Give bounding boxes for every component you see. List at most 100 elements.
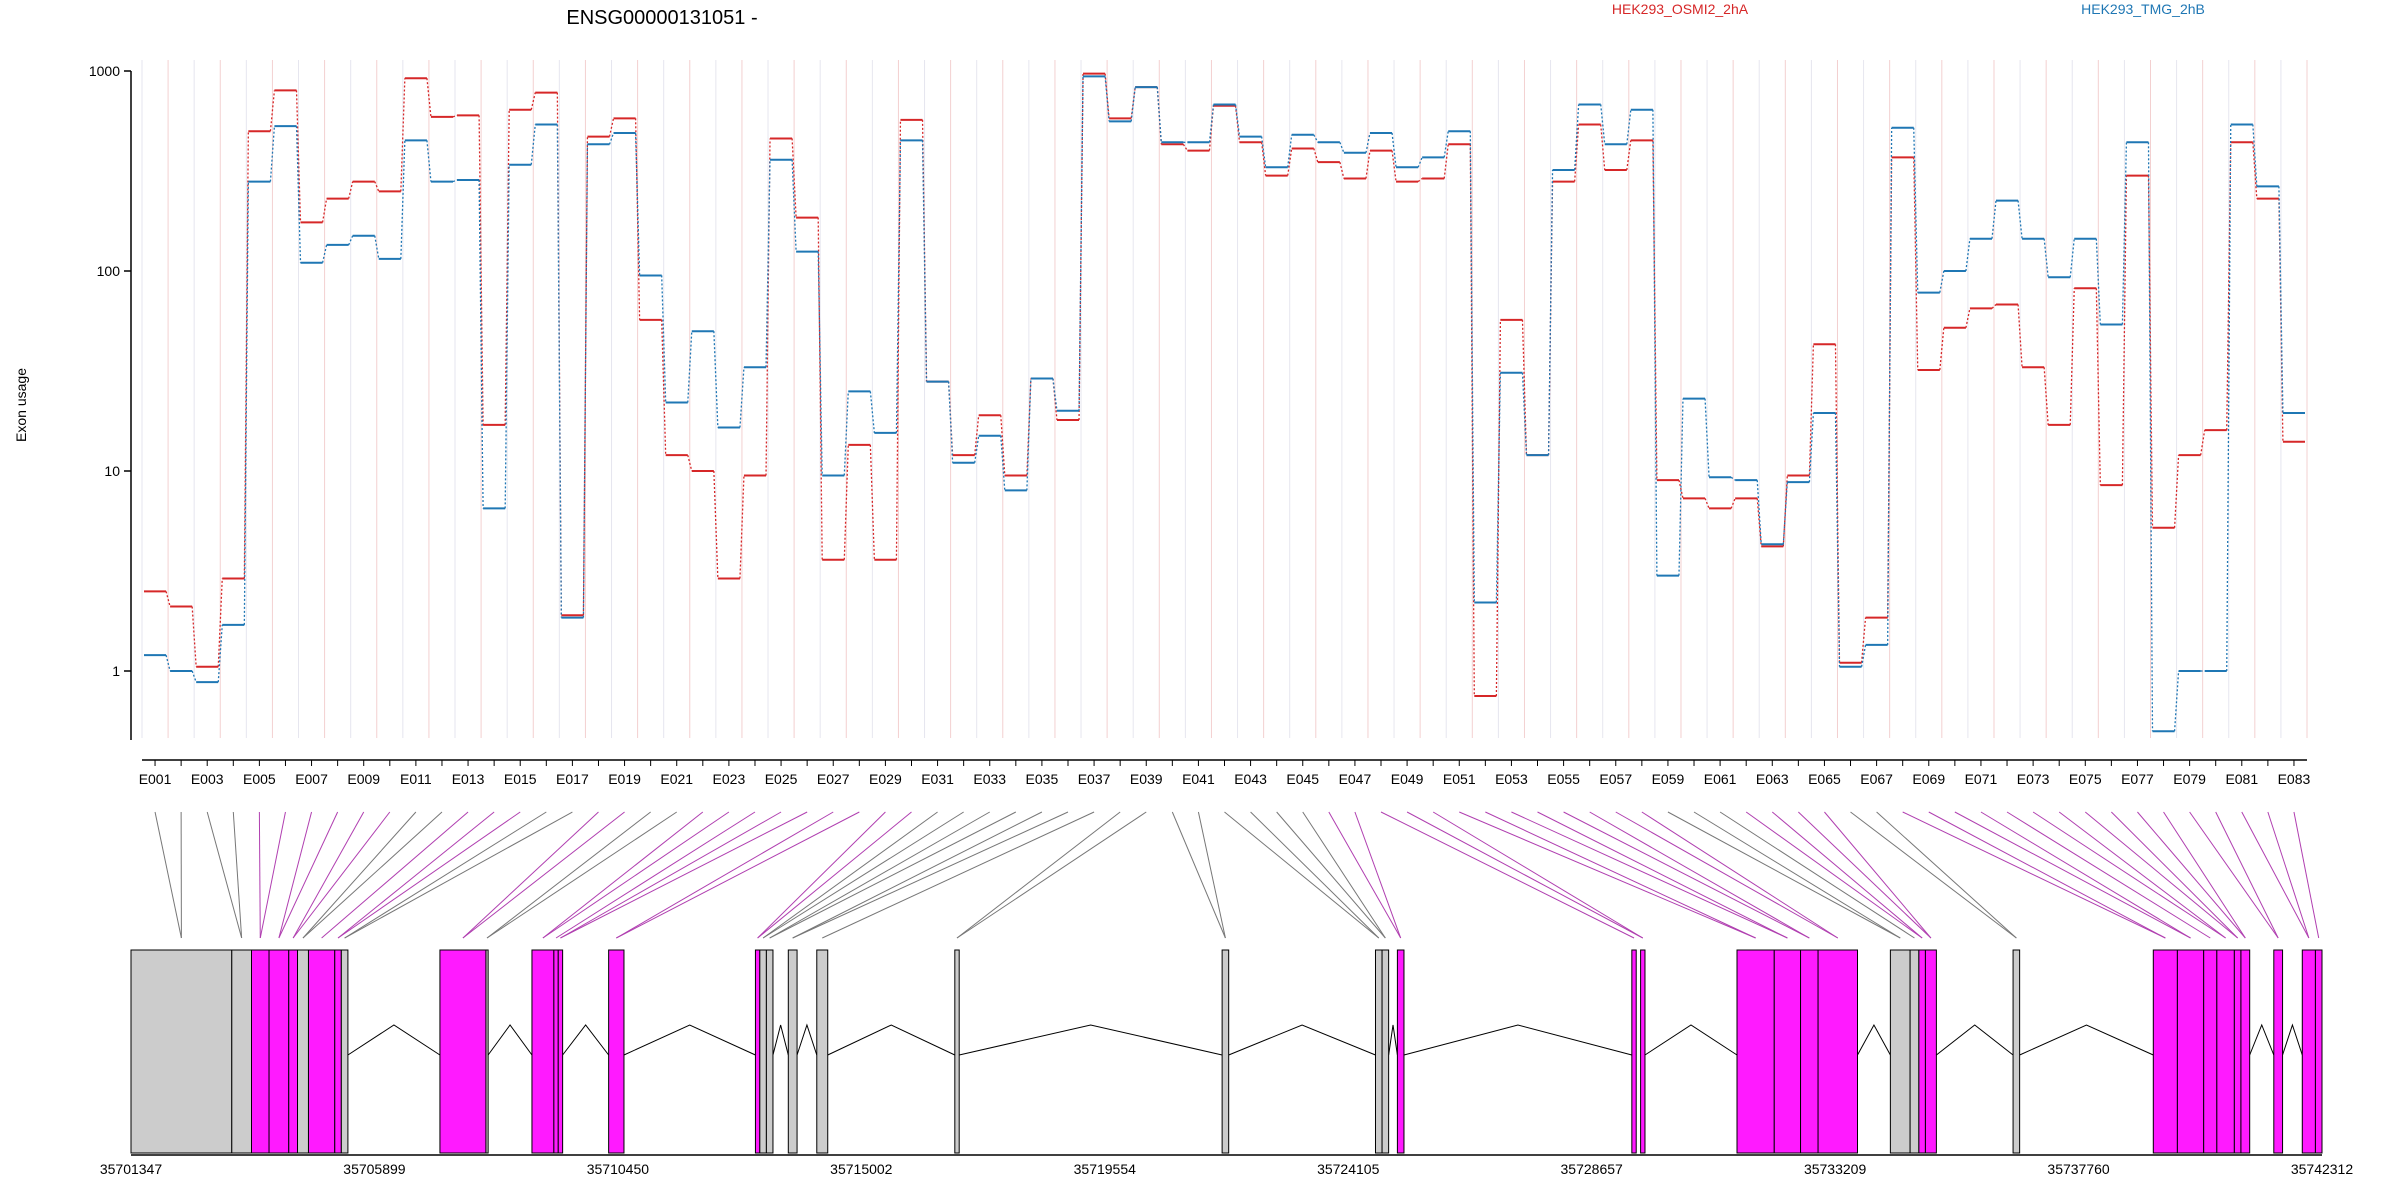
exon-block (2216, 949, 2235, 1154)
series-connector (165, 591, 171, 607)
connector (1276, 811, 1386, 939)
exon-block (1800, 949, 1819, 1154)
series-connector (295, 126, 302, 263)
series-connector (1652, 109, 1658, 576)
y-tick-label: 10 (104, 463, 120, 479)
connector (1197, 811, 1226, 939)
series-connector (608, 118, 615, 137)
exon-block (288, 949, 299, 1154)
series-connector (661, 319, 667, 456)
x-tick-label: E079 (2173, 771, 2206, 787)
series-connector (2252, 142, 2258, 199)
connector (792, 811, 1069, 939)
series-connector (530, 92, 536, 110)
series-connector (1365, 132, 1371, 153)
series-connector (1260, 136, 1267, 168)
series-connector (1600, 104, 1606, 145)
series-1 (144, 72, 2305, 697)
intron (1403, 1024, 1632, 1056)
connector (2267, 811, 2310, 939)
x-tick-label: E013 (452, 771, 485, 787)
series-connector (869, 444, 876, 560)
series-connector (2226, 124, 2232, 672)
series-connector (687, 455, 693, 472)
genomic-tick-label: 35728657 (1561, 1161, 1624, 1177)
chart-title: ENSG00000131051 - (566, 7, 757, 29)
x-tick-label: E035 (1026, 771, 1059, 787)
exon-block (2240, 949, 2251, 1154)
x-tick-label: E025 (765, 771, 798, 787)
connector (1745, 811, 1923, 939)
series-connector (1704, 398, 1710, 478)
exon-block (1773, 949, 1802, 1154)
series-connector (1391, 150, 1397, 182)
x-tick-label: E009 (347, 771, 380, 787)
series-2 (144, 75, 2305, 733)
connector (337, 811, 495, 939)
connector (1537, 811, 1788, 939)
series-connector (1391, 132, 1397, 168)
exon-gridlines (141, 60, 2308, 738)
series-connector (1756, 498, 1762, 547)
series-connector (974, 435, 980, 463)
y-tick-label: 100 (97, 263, 121, 279)
exon-block (765, 949, 774, 1154)
connector (616, 811, 834, 939)
connector (757, 811, 912, 939)
x-tick-label: E011 (400, 771, 432, 787)
x-tick-label: E017 (556, 771, 589, 787)
connector (344, 811, 573, 939)
connector (486, 811, 651, 939)
exon-block (1889, 949, 1911, 1154)
connector (1980, 811, 2191, 939)
exon-block (307, 949, 336, 1154)
connector (292, 811, 365, 939)
series-connector (1521, 319, 1528, 456)
genomic-tick-label: 35719554 (1074, 1161, 1137, 1177)
x-tick-label: E071 (1965, 771, 1998, 787)
series-connector (400, 78, 406, 192)
series-connector (1808, 412, 1815, 483)
connector (1850, 811, 2017, 939)
connector (154, 811, 182, 939)
x-tick-label: E021 (660, 771, 693, 787)
x-tick-label: E081 (2225, 771, 2258, 787)
series-connector (947, 381, 954, 463)
connector (302, 811, 417, 939)
connector (555, 811, 756, 939)
series-connector (1913, 157, 1919, 370)
series-connector (191, 670, 197, 683)
connector (1902, 811, 2166, 939)
series-connector (452, 114, 458, 118)
series-connector (1704, 498, 1710, 509)
connector (1171, 811, 1226, 939)
x-tick-label: E059 (1652, 771, 1685, 787)
series-connector (1965, 238, 1971, 272)
connector (206, 811, 243, 939)
series-connector (1365, 150, 1371, 179)
exon-connector-lines (154, 811, 2320, 939)
exon-block (2176, 949, 2205, 1154)
series-connector (1287, 148, 1293, 176)
series-connector (1000, 435, 1006, 491)
connector (1380, 811, 1635, 939)
intron (2282, 1023, 2303, 1056)
connector (956, 811, 1121, 939)
series-connector (1860, 617, 1867, 663)
connector (1224, 811, 1380, 939)
series-connector (504, 164, 510, 509)
genomic-tick-label: 35733209 (1804, 1161, 1867, 1177)
exon-block (297, 949, 309, 1154)
x-tick-label: E065 (1808, 771, 1841, 787)
series-connector (374, 181, 380, 192)
series-connector (1808, 344, 1815, 476)
connector (462, 811, 625, 939)
series-connector (1547, 169, 1554, 456)
series-connector (713, 470, 719, 579)
series-connector (817, 251, 823, 476)
connector (2293, 811, 2320, 939)
x-tick-label: E029 (869, 771, 902, 787)
series-connector (269, 90, 276, 132)
exon-block (1909, 949, 1920, 1154)
